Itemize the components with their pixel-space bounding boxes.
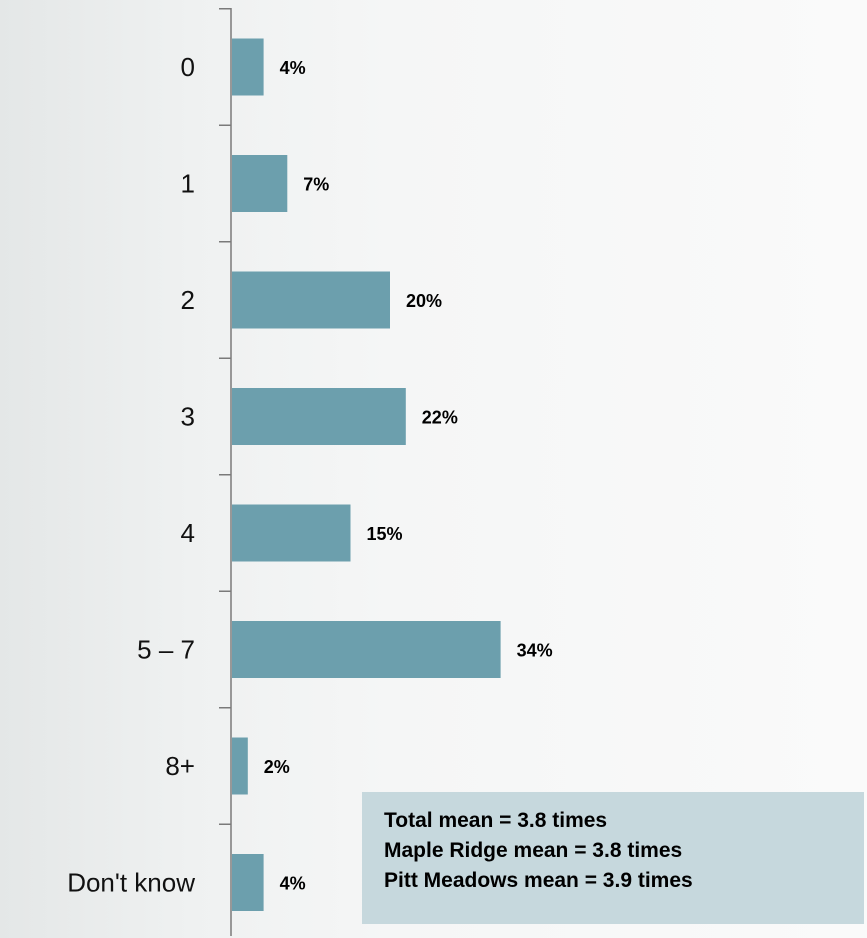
bar	[232, 504, 351, 562]
category-label: 8+	[165, 751, 195, 781]
category-label: 2	[181, 285, 195, 315]
bar	[232, 271, 390, 329]
bar	[232, 155, 288, 212]
category-label: 5 – 7	[137, 635, 195, 665]
category-label: 1	[181, 169, 195, 199]
value-label: 22%	[422, 408, 458, 428]
maple-ridge-mean-text: Maple Ridge mean = 3.8 times	[384, 839, 683, 862]
value-label: 34%	[517, 641, 553, 661]
category-label: Don't know	[67, 868, 195, 898]
means-summary-box: Total mean = 3.8 times Maple Ridge mean …	[362, 792, 864, 924]
bar	[232, 854, 264, 911]
value-label: 7%	[303, 175, 329, 195]
value-label: 2%	[264, 757, 290, 777]
category-label: 3	[181, 402, 195, 432]
bar	[232, 737, 248, 795]
bar	[232, 38, 264, 96]
value-label: 4%	[280, 58, 306, 78]
value-label: 4%	[280, 874, 306, 894]
value-label: 15%	[367, 524, 403, 544]
pitt-meadows-mean-text: Pitt Meadows mean = 3.9 times	[384, 869, 693, 892]
bar	[232, 621, 501, 678]
category-label: 4	[181, 518, 195, 548]
total-mean-text: Total mean = 3.8 times	[384, 809, 608, 832]
category-label: 0	[181, 52, 195, 82]
bar	[232, 388, 406, 445]
value-label: 20%	[406, 291, 442, 311]
